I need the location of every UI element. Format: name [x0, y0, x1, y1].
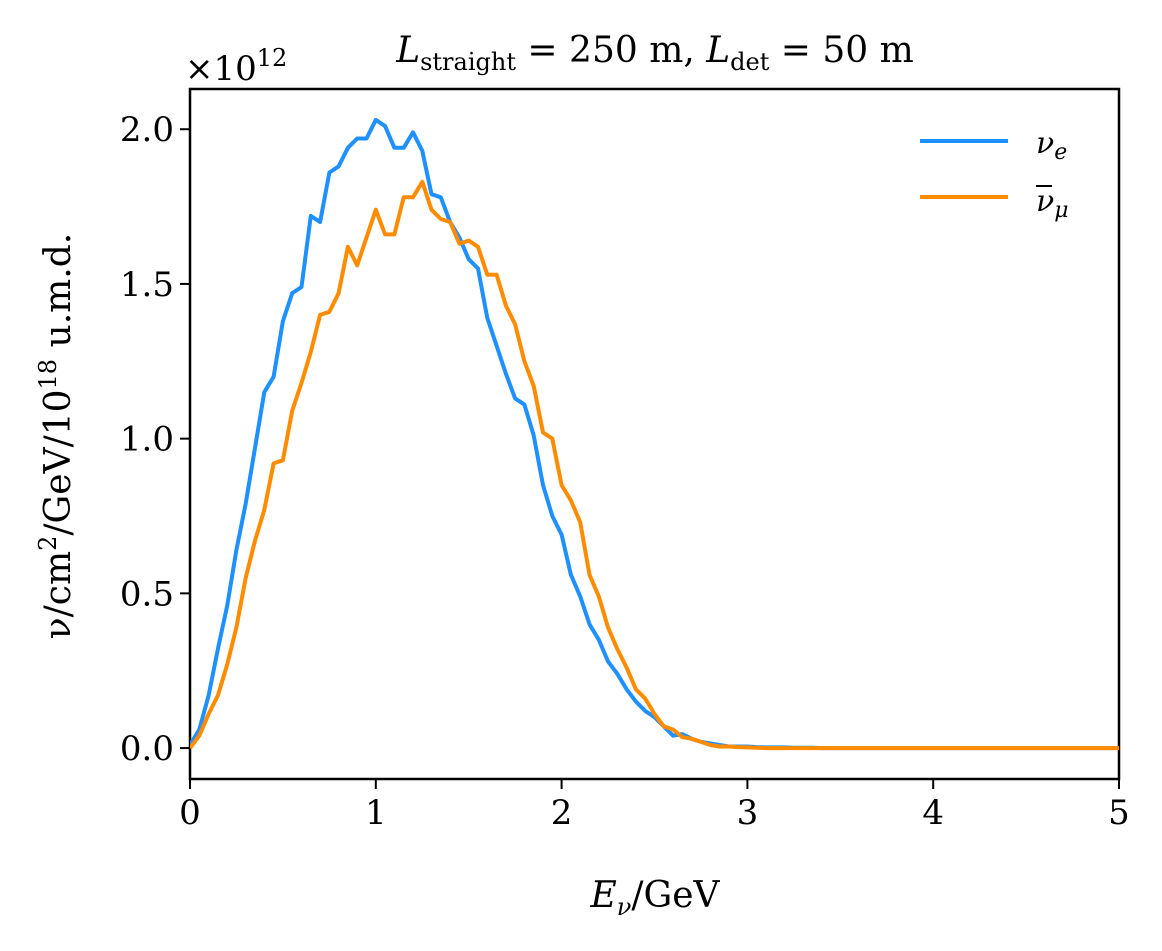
x-axis-label: Eν/GeV	[589, 875, 720, 921]
y-tick-label: 2.0	[120, 110, 174, 150]
x-tick-label: 4	[922, 793, 944, 833]
plot-frame	[188, 87, 1121, 781]
y-tick-label: 0.0	[120, 729, 174, 769]
legend: νe νμ	[920, 126, 1069, 223]
y-tick-label: 1.0	[120, 420, 174, 460]
y-tick-label: 1.5	[120, 265, 174, 305]
x-tick-label: 3	[737, 793, 759, 833]
x-tick-label: 2	[551, 793, 573, 833]
x-tick-label: 0	[179, 793, 201, 833]
series-line-nu-e	[190, 117, 1119, 751]
y-axis-label: ν/cm2/GeV/1018 u.m.d.	[34, 233, 79, 639]
chart-title: Lstraight = 250 m, Ldet = 50 m	[395, 30, 914, 76]
x-axis: 0 1 2 3 4 5	[179, 779, 1130, 833]
x-tick-label: 5	[1108, 793, 1130, 833]
legend-label-nu-e: νe	[1036, 126, 1067, 165]
series-line-nubar-mu	[190, 179, 1119, 751]
x-tick-label: 1	[365, 793, 387, 833]
y-axis: 0.0 0.5 1.0 1.5 2.0	[120, 110, 190, 769]
legend-label-nubar-mu: νμ	[1036, 184, 1069, 223]
y-axis-multiplier: ×1012	[185, 44, 287, 89]
y-tick-label: 0.5	[120, 574, 174, 614]
series-group	[190, 117, 1119, 751]
